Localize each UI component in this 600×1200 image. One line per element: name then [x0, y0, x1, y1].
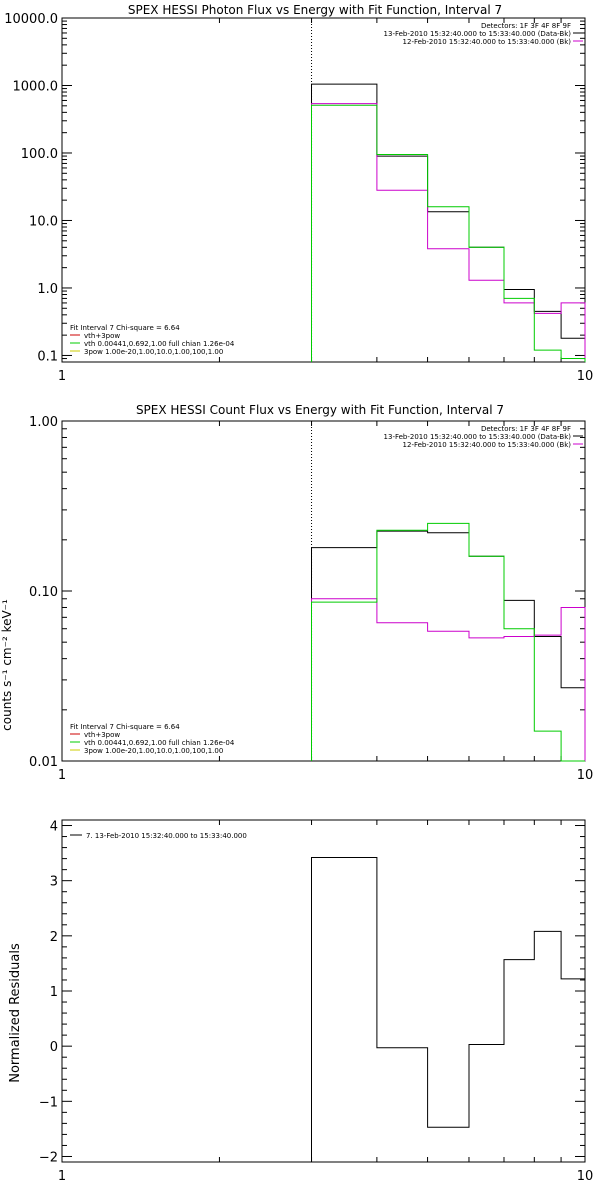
- y-tick-label: 2: [50, 930, 58, 945]
- y-tick-label: 1.0: [37, 282, 58, 297]
- series-line-0: [311, 857, 585, 1162]
- series-line-2: [311, 522, 585, 762]
- series-line-2: [311, 104, 586, 362]
- y-axis-label: Normalized Residuals: [8, 943, 23, 1083]
- x-tick-label: 1: [58, 369, 66, 384]
- legend-entry: 7. 13-Feb-2010 15:32:40.000 to 15:33:40.…: [86, 832, 247, 840]
- legend-entry: 3pow 1.00e-20,1.00,10.0,1.00,100,1.00: [84, 348, 223, 356]
- y-tick-label: 0: [50, 1040, 58, 1055]
- x-tick-label: 10: [577, 369, 594, 384]
- series-line-0: [311, 530, 586, 761]
- legend-header: Detectors: 1F 3F 4F 8F 9F: [481, 22, 571, 30]
- y-tick-label: −2: [39, 1150, 58, 1165]
- legend-entry: 3pow 1.00e-20,1.00,10.0,1.00,100,1.00: [84, 747, 223, 755]
- plot-frame: [61, 819, 586, 1163]
- y-tick-label: 0.10: [29, 585, 58, 600]
- x-tick-label: 10: [577, 1169, 594, 1184]
- legend-header: Detectors: 1F 3F 4F 8F 9F: [481, 425, 571, 433]
- y-tick-label: 0.01: [29, 755, 58, 770]
- y-tick-label: 3: [50, 875, 58, 890]
- y-tick-label: −1: [39, 1095, 58, 1110]
- legend-entry: vth 0.00441,0.692,1.00 full chian 1.26e-…: [84, 739, 235, 747]
- legend-entry: vth 0.00441,0.692,1.00 full chian 1.26e-…: [84, 340, 235, 348]
- legend-header: Fit Interval 7 Chi-square = 6.64: [70, 324, 180, 332]
- photon-flux-panel: SPEX HESSI Photon Flux vs Energy with Fi…: [4, 3, 594, 384]
- y-axis-label: counts s⁻¹ cm⁻² keV⁻¹: [0, 599, 14, 731]
- plot-frame: [61, 420, 586, 762]
- legend-entry: vth+3pow: [84, 731, 120, 739]
- y-tick-label: 100.0: [21, 147, 58, 162]
- plot-frame: [61, 17, 586, 363]
- y-tick-label: 1000.0: [13, 79, 59, 94]
- panel-title: SPEX HESSI Count Flux vs Energy with Fit…: [136, 403, 504, 417]
- legend-entry: 12-Feb-2010 15:32:40.000 to 15:33:40.000…: [403, 38, 572, 46]
- legend-entry: 12-Feb-2010 15:32:40.000 to 15:33:40.000…: [403, 441, 572, 449]
- series-line-1: [311, 598, 586, 761]
- x-tick-label: 1: [58, 768, 66, 783]
- count-flux-panel: SPEX HESSI Count Flux vs Energy with Fit…: [0, 403, 594, 783]
- x-tick-label: 1: [58, 1169, 66, 1184]
- y-tick-label: 10.0: [29, 214, 58, 229]
- legend-header: Fit Interval 7 Chi-square = 6.64: [70, 723, 180, 731]
- series-line-0: [311, 83, 586, 362]
- panel-title: SPEX HESSI Photon Flux vs Energy with Fi…: [128, 3, 502, 17]
- x-tick-label: 10: [577, 768, 594, 783]
- legend-entry: vth+3pow: [84, 332, 120, 340]
- y-tick-label: 10000.0: [4, 12, 58, 27]
- y-tick-label: 4: [50, 820, 58, 835]
- legend-entry: 13-Feb-2010 15:32:40.000 to 15:33:40.000…: [384, 433, 572, 441]
- legend-entry: 13-Feb-2010 15:32:40.000 to 15:33:40.000…: [384, 30, 572, 38]
- residuals-panel: Normalized Residuals 1 10 −2 −1 0 1 2 3 4 7. 13-F…: [8, 819, 594, 1184]
- y-tick-label: 0.1: [37, 349, 58, 364]
- series-line-1: [311, 103, 586, 362]
- y-tick-label: 1: [50, 985, 58, 1000]
- y-tick-label: 1.00: [29, 415, 58, 430]
